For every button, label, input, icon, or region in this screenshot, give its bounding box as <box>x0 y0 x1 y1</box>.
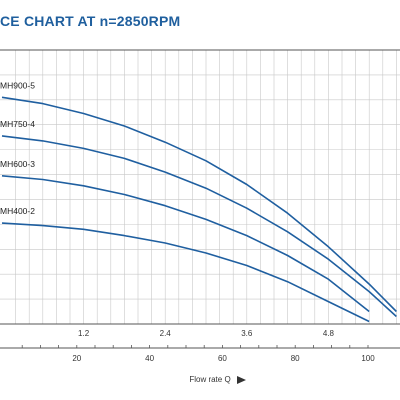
x-tick-label: 1.2 <box>78 329 90 338</box>
curve-mh400-2 <box>1 222 370 323</box>
secondary-tick-label: 60 <box>218 354 227 363</box>
arrow-right-icon <box>237 376 246 384</box>
secondary-tick-label: 100 <box>361 354 375 363</box>
curve-mh900-5 <box>1 96 397 313</box>
secondary-tick-label: 20 <box>72 354 81 363</box>
x-tick-label: 2.4 <box>160 329 172 338</box>
curve-labels: MH900-5 MH750-4 MH600-3 MH400-2 <box>0 80 35 216</box>
x-axis-title: Flow rate Q <box>189 375 230 384</box>
curve-label-mh400-2: MH400-2 <box>0 206 35 216</box>
chart-title: CE CHART AT n=2850RPM <box>0 13 181 29</box>
curve-label-mh900-5: MH900-5 <box>0 80 35 90</box>
secondary-tick-label: 80 <box>291 354 300 363</box>
curve-label-mh750-4: MH750-4 <box>0 119 35 129</box>
curve-label-mh600-3: MH600-3 <box>0 159 35 169</box>
x-tick-label: 4.8 <box>323 329 335 338</box>
grid <box>0 50 400 324</box>
curves <box>1 96 397 323</box>
curve-mh600-3 <box>1 175 370 313</box>
x-tick-label: 3.6 <box>241 329 253 338</box>
curve-mh750-4 <box>1 135 397 318</box>
secondary-tick-label: 40 <box>145 354 154 363</box>
axes: 1.22.43.64.8620406080100Flow rate Q <box>0 49 400 384</box>
